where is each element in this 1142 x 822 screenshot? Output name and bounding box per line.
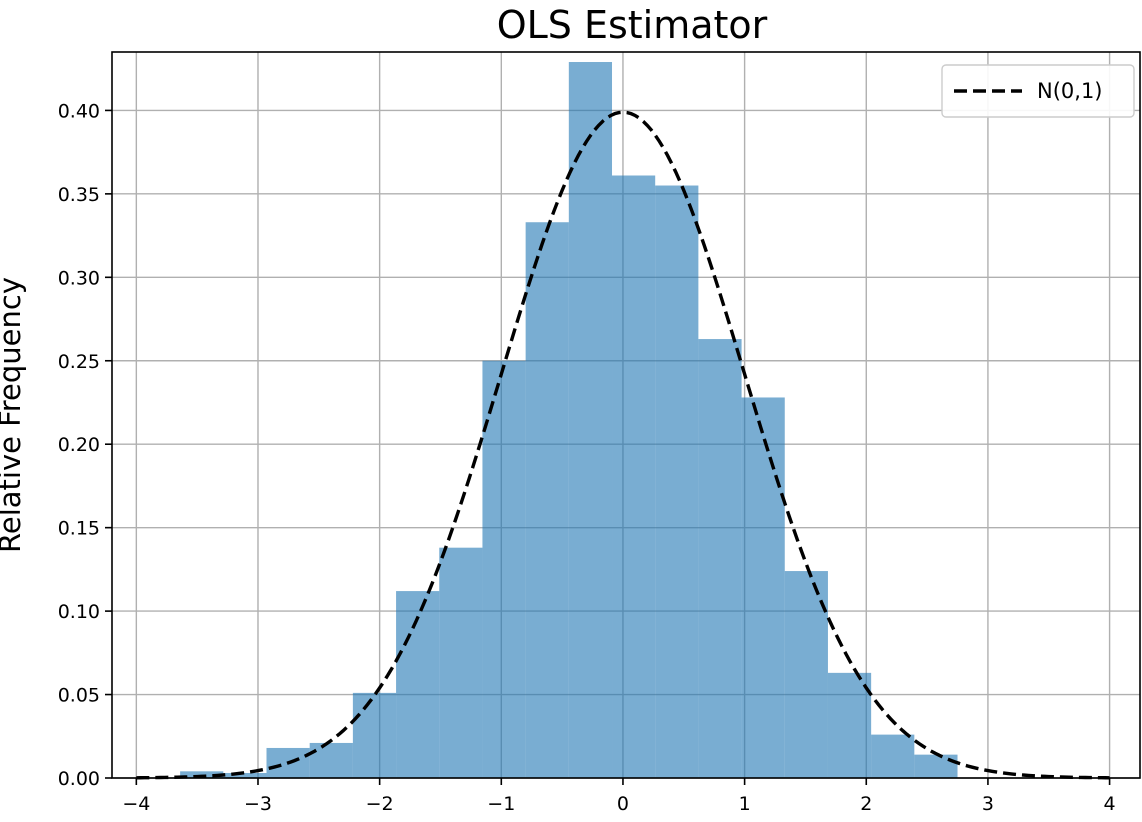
histogram-bar xyxy=(223,772,267,778)
y-tick-label: 0.10 xyxy=(58,601,100,623)
histogram-bar xyxy=(482,360,526,778)
y-axis-ticks: 0.00 0.05 0.10 0.15 0.20 0.25 0.30 0.35 0.40 xyxy=(58,100,112,790)
y-tick-label: 0.20 xyxy=(58,434,100,456)
histogram-bar xyxy=(784,571,828,778)
y-axis-label: Relative Frequency xyxy=(0,277,27,553)
x-tick-label: 0 xyxy=(617,793,629,815)
y-tick-label: 0.30 xyxy=(58,267,100,289)
legend-box xyxy=(941,64,1135,118)
x-tick-label: 3 xyxy=(982,793,994,815)
x-tick-label: −2 xyxy=(366,793,394,815)
x-tick-label: −3 xyxy=(244,793,272,815)
histogram-bar xyxy=(741,397,785,778)
histogram-bars xyxy=(180,62,958,779)
x-tick-label: 1 xyxy=(739,793,751,815)
y-tick-label: 0.00 xyxy=(58,768,100,790)
histogram-bar xyxy=(914,754,958,778)
y-tick-label: 0.25 xyxy=(58,351,100,373)
histogram-bar xyxy=(396,591,440,778)
x-tick-label: 4 xyxy=(1104,793,1116,815)
chart-title: OLS Estimator xyxy=(497,3,768,47)
legend-label: N(0,1) xyxy=(1037,79,1103,103)
histogram-bar xyxy=(309,742,353,778)
y-tick-label: 0.05 xyxy=(58,685,100,707)
y-tick-label: 0.35 xyxy=(58,184,100,206)
histogram-bar xyxy=(698,339,742,778)
y-tick-label: 0.15 xyxy=(58,518,100,540)
histogram-bar xyxy=(612,175,656,779)
plot-frame xyxy=(111,51,1141,779)
x-axis-ticks: −4 −3 −2 −1 0 1 2 3 4 xyxy=(122,778,1116,815)
histogram-bar xyxy=(525,222,569,778)
x-tick-label: 2 xyxy=(860,793,872,815)
histogram-bar xyxy=(352,692,397,778)
histogram-bar xyxy=(827,672,872,778)
histogram-bar xyxy=(871,734,915,778)
x-tick-label: −4 xyxy=(122,793,150,815)
x-tick-label: −1 xyxy=(487,793,515,815)
histogram-bar xyxy=(439,547,483,778)
normal-pdf-line xyxy=(136,110,1110,780)
histogram-bar xyxy=(655,185,699,779)
y-tick-label: 0.40 xyxy=(58,100,100,122)
histogram-bar xyxy=(568,62,613,778)
legend: N(0,1) xyxy=(941,64,1135,118)
